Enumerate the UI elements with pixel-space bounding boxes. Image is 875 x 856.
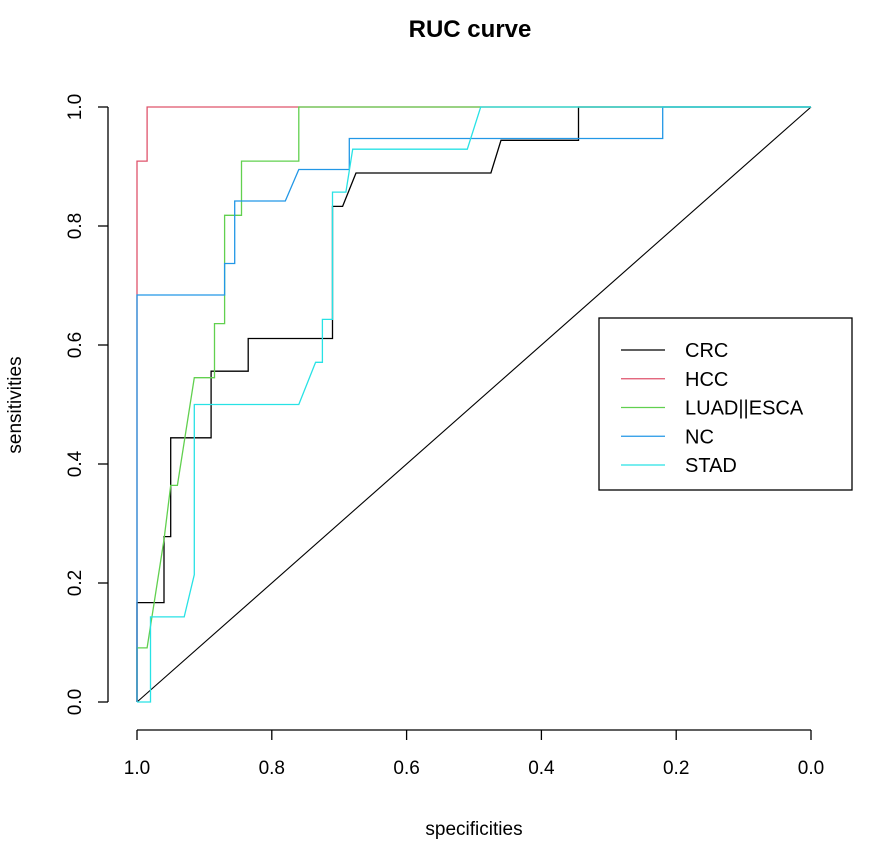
plot-area: [136, 106, 812, 703]
x-axis-label: specificities: [425, 819, 522, 840]
x-tick-label: 0.8: [259, 758, 285, 779]
legend-label-stad: STAD: [685, 455, 737, 477]
series-line-nc: [136, 106, 811, 702]
legend-box: [598, 317, 853, 491]
x-tick-label: 0.0: [798, 758, 824, 779]
reference-diagonal-line: [136, 106, 812, 703]
series-line-luad-esca: [136, 106, 811, 702]
legend: CRC HCC LUAD||ESCA NC STAD: [598, 317, 853, 491]
y-tick-label: 1.0: [65, 94, 86, 120]
y-axis-label: sensitivities: [5, 356, 26, 453]
legend-label-hcc: HCC: [685, 369, 728, 391]
y-tick-label: 0.4: [65, 450, 86, 477]
legend-label-luad-esca: LUAD||ESCA: [685, 398, 804, 420]
chart-title: RUC curve: [409, 16, 532, 43]
y-tick-label: 0.2: [65, 570, 86, 596]
y-tick-label: 0.6: [65, 332, 86, 358]
axes: 1.0 0.8 0.6 0.4 0.2 0.0 0.0 0.2 0.4 0.6 0.8 1.0: [65, 94, 824, 779]
legend-label-crc: CRC: [685, 340, 728, 362]
y-tick-label: 0.0: [65, 689, 86, 715]
x-tick-label: 0.2: [663, 758, 689, 779]
x-tick-label: 0.6: [393, 758, 419, 779]
y-tick-label: 0.8: [65, 213, 86, 239]
legend-label-nc: NC: [685, 426, 714, 448]
series-line-stad: [137, 106, 811, 703]
x-tick-label: 0.4: [528, 758, 555, 779]
x-tick-label: 1.0: [124, 758, 150, 779]
